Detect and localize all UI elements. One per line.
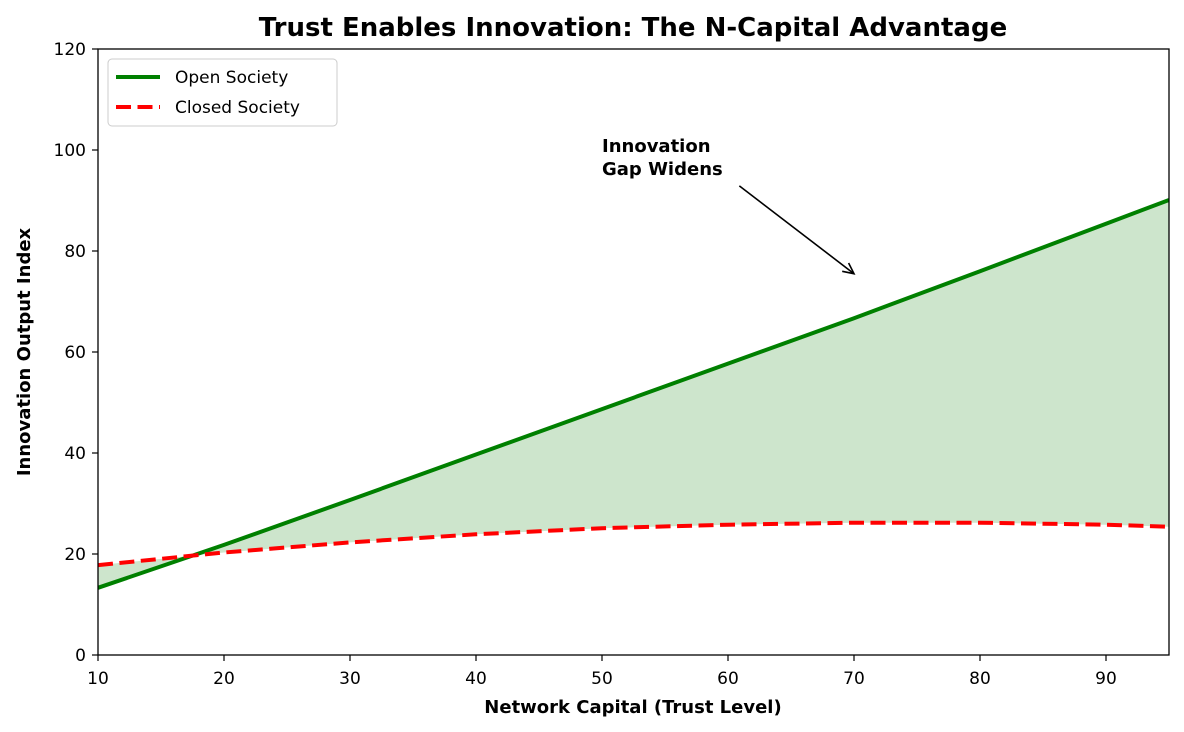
innovation-gap-fill xyxy=(98,200,1169,588)
x-tick-label: 60 xyxy=(717,669,739,689)
y-tick-label: 100 xyxy=(54,141,86,161)
y-tick-label: 40 xyxy=(64,444,86,464)
legend: Open Society Closed Society xyxy=(107,58,338,127)
y-tick-label: 80 xyxy=(64,242,86,262)
y-axis-label: Innovation Output Index xyxy=(14,227,35,476)
x-axis-label: Network Capital (Trust Level) xyxy=(484,697,781,718)
legend-label-open-society: Open Society xyxy=(175,68,288,88)
annotation-text: Innovation xyxy=(602,136,711,157)
chart-title: Trust Enables Innovation: The N-Capital … xyxy=(259,13,1007,43)
y-tick-label: 0 xyxy=(75,646,86,666)
plot-area: 10 20 30 40 50 60 70 80 90 0 20 40 60 80 100 120 Innovat… xyxy=(54,40,1170,689)
x-tick-label: 30 xyxy=(339,669,361,689)
series-line-closed-society xyxy=(98,520,1169,568)
legend-label-closed-society: Closed Society xyxy=(175,98,300,118)
x-tick-label: 40 xyxy=(465,669,487,689)
y-tick-label: 120 xyxy=(54,40,86,60)
x-tick-label: 20 xyxy=(213,669,235,689)
y-tick-label: 60 xyxy=(64,343,86,363)
x-tick-label: 70 xyxy=(843,669,865,689)
legend-box xyxy=(107,58,338,127)
x-tick-label: 10 xyxy=(87,669,109,689)
x-tick-label: 80 xyxy=(969,669,991,689)
x-tick-label: 90 xyxy=(1095,669,1117,689)
y-tick-label: 20 xyxy=(64,545,86,565)
annotation-arrow-line xyxy=(738,185,855,275)
annotation-arrow-head xyxy=(842,262,856,275)
x-tick-label: 50 xyxy=(591,669,613,689)
annotation-text: Gap Widens xyxy=(602,159,723,180)
series-line-open-society xyxy=(98,198,1169,590)
